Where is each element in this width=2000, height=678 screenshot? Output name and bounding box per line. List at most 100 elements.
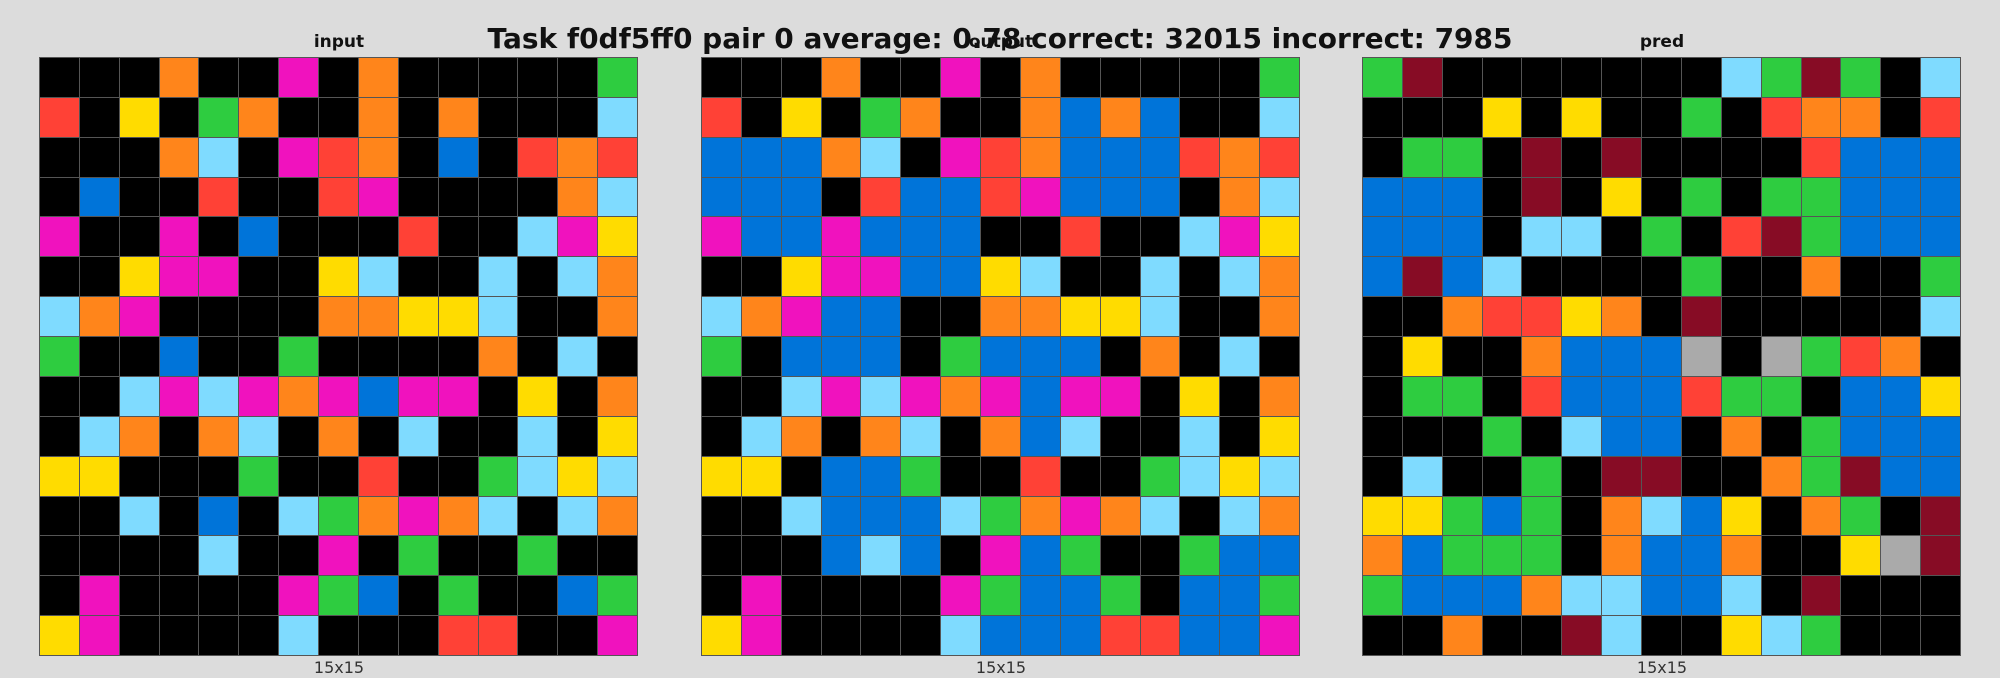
grid-cell — [1100, 58, 1140, 97]
grid-cell — [1140, 97, 1180, 137]
grid-cell — [1801, 496, 1841, 536]
grid-cell — [1681, 297, 1721, 337]
grid-cell — [1060, 97, 1100, 137]
grid-cell — [1220, 297, 1260, 337]
grid-cell — [598, 257, 637, 297]
input-panel-label: input — [313, 32, 365, 52]
grid-cell — [79, 456, 119, 496]
grid-cell — [239, 616, 279, 655]
grid-cell — [1522, 137, 1562, 177]
grid-cell — [438, 137, 478, 177]
grid-cell — [79, 616, 119, 655]
grid-cell — [1060, 536, 1100, 576]
grid-cell — [1442, 616, 1482, 655]
grid-cell — [1363, 97, 1402, 137]
grid-cell — [1801, 257, 1841, 297]
grid-cell — [199, 337, 239, 376]
grid-cell — [159, 137, 199, 177]
grid-cell — [901, 177, 941, 217]
grid-cell — [1100, 137, 1140, 177]
grid-cell — [901, 137, 941, 177]
grid-cell — [901, 616, 941, 655]
grid-cell — [40, 297, 79, 337]
grid-cell — [1881, 376, 1921, 416]
grid-cell — [941, 297, 981, 337]
grid-cell — [199, 297, 239, 337]
grid-cell — [981, 58, 1020, 97]
grid-cell — [1721, 496, 1761, 536]
grid-cell — [1100, 297, 1140, 337]
grid-cell — [1060, 58, 1100, 97]
grid-cell — [1522, 416, 1562, 456]
grid-cell — [821, 297, 861, 337]
grid-cell — [159, 416, 199, 456]
grid-cell — [1721, 217, 1761, 257]
grid-cell — [941, 456, 981, 496]
grid-cell — [1642, 58, 1681, 97]
grid-cell — [741, 58, 781, 97]
grid-cell — [1220, 616, 1260, 655]
grid-cell — [1020, 58, 1060, 97]
grid-cell — [199, 177, 239, 217]
grid-cell — [1921, 58, 1960, 97]
grid-cell — [1881, 416, 1921, 456]
grid-cell — [518, 177, 558, 217]
grid-cell — [1100, 456, 1140, 496]
grid-cell — [79, 416, 119, 456]
grid-cell — [1140, 496, 1180, 536]
grid-cell — [1562, 496, 1602, 536]
grid-cell — [981, 257, 1020, 297]
grid-cell — [981, 137, 1020, 177]
grid-cell — [1881, 97, 1921, 137]
grid-cell — [1761, 616, 1801, 655]
grid-cell — [598, 97, 637, 137]
grid-cell — [1801, 58, 1841, 97]
output-grid — [701, 57, 1300, 656]
grid-cell — [901, 416, 941, 456]
grid-cell — [781, 576, 821, 616]
grid-cell — [239, 257, 279, 297]
grid-cell — [199, 97, 239, 137]
grid-cell — [518, 137, 558, 177]
grid-cell — [1602, 416, 1642, 456]
grid-cell — [1562, 536, 1602, 576]
grid-cell — [558, 337, 598, 376]
grid-cell — [1260, 536, 1299, 576]
grid-cell — [358, 297, 398, 337]
grid-cell — [861, 496, 901, 536]
grid-cell — [901, 456, 941, 496]
grid-cell — [558, 58, 598, 97]
grid-cell — [598, 416, 637, 456]
grid-cell — [1881, 496, 1921, 536]
grid-cell — [861, 257, 901, 297]
grid-cell — [1761, 337, 1801, 376]
grid-cell — [1060, 456, 1100, 496]
grid-cell — [1442, 257, 1482, 297]
grid-cell — [279, 456, 319, 496]
grid-cell — [1140, 257, 1180, 297]
grid-cell — [1100, 616, 1140, 655]
grid-cell — [40, 536, 79, 576]
grid-cell — [741, 177, 781, 217]
grid-cell — [239, 337, 279, 376]
grid-cell — [1522, 616, 1562, 655]
grid-cell — [1402, 616, 1442, 655]
grid-cell — [558, 416, 598, 456]
grid-cell — [438, 217, 478, 257]
grid-cell — [1363, 297, 1402, 337]
grid-cell — [941, 217, 981, 257]
grid-cell — [1721, 177, 1761, 217]
grid-cell — [598, 297, 637, 337]
grid-cell — [1562, 97, 1602, 137]
grid-cell — [981, 496, 1020, 536]
grid-cell — [1260, 337, 1299, 376]
grid-cell — [861, 97, 901, 137]
grid-cell — [1482, 576, 1522, 616]
grid-cell — [1841, 616, 1881, 655]
grid-cell — [1642, 257, 1681, 297]
grid-cell — [1602, 496, 1642, 536]
grid-cell — [1642, 137, 1681, 177]
grid-cell — [1562, 576, 1602, 616]
grid-cell — [1140, 58, 1180, 97]
grid-cell — [1642, 536, 1681, 576]
